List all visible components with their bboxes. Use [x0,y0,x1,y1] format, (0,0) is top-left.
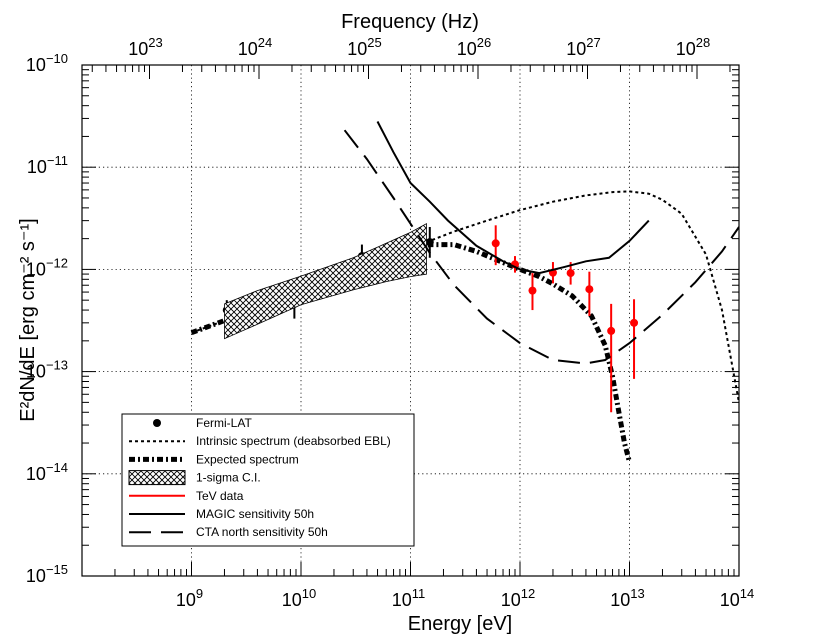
band-1-sigma-c-i [224,223,427,340]
series-group [190,121,739,463]
x-tick-label-exp: 13 [630,586,644,601]
x2-tick-label-base: 10 [347,39,367,59]
x2-axis-title: Frequency (Hz) [341,11,479,33]
y-tick-label-exp: −11 [47,153,68,168]
x-tick-label-base: 10 [282,590,302,610]
legend-label-1-sigma-c-i: 1-sigma C.I. [196,471,261,485]
axis-ticks [81,65,739,577]
x2-tick-label-exp: 28 [696,35,710,50]
x2-tick-label-base: 10 [676,39,696,59]
y-tick-label: 10−13 [26,358,68,382]
point-tev-data [607,326,616,335]
line-magic-sensitivity-50h [376,121,650,275]
y-tick-label: 10−14 [26,460,68,484]
x2-tick-label-exp: 26 [477,35,491,50]
legend-label-cta-north-sensitivity-50h: CTA north sensitivity 50h [196,525,328,539]
x-tick-label-base: 10 [501,590,521,610]
line-cta-north-sensitivity-50h [343,129,739,365]
x-tick-label: 1014 [720,586,755,610]
y-tick-label: 10−12 [26,255,68,279]
legend-label-tev-data: TeV data [196,489,244,503]
legend-label-magic-sensitivity-50h: MAGIC sensitivity 50h [196,507,314,521]
point-tev-data [585,285,594,294]
y-tick-label-base: 10 [26,259,46,279]
data-marks [190,121,739,463]
x-tick-label-base: 10 [610,590,630,610]
y-tick-label-exp: −12 [46,255,68,270]
x2-tick-label-base: 10 [566,39,586,59]
x2-tick-label: 1023 [128,35,163,59]
x2-tick-label-base: 10 [238,39,258,59]
point-tev-data [630,318,639,327]
x2-tick-label-exp: 24 [258,35,272,50]
x2-tick-label: 1028 [676,35,711,59]
x-tick-label: 1012 [501,586,536,610]
y-tick-label-base: 10 [26,362,46,382]
x2-tick-label-base: 10 [128,39,148,59]
x2-tick-label: 1026 [457,35,492,59]
x2-tick-label-base: 10 [457,39,477,59]
x-tick-label-exp: 9 [196,586,203,601]
y-tick-label-base: 10 [26,464,46,484]
y-tick-label-base: 10 [26,566,46,586]
legend-label-fermi-lat: Fermi-LAT [196,416,252,430]
y-tick-label-exp: −14 [46,460,68,475]
y-tick-label-exp: −13 [46,358,68,373]
y-tick-label-base: 10 [26,55,46,75]
x-tick-label: 1011 [392,586,426,610]
x2-tick-label: 1024 [238,35,273,59]
x2-tick-label: 1025 [347,35,382,59]
legend-label-intrinsic-spectrum-deabsorbed-ebl: Intrinsic spectrum (deabsorbed EBL) [196,434,391,448]
point-tev-data [528,286,537,295]
line-intrinsic-spectrum-deabsorbed-ebl [191,190,739,403]
x2-tick-label: 1027 [566,35,601,59]
x-tick-label: 1013 [610,586,645,610]
x-tick-label: 109 [176,586,203,610]
x2-tick-label-exp: 23 [148,35,162,50]
x-tick-label-exp: 12 [521,586,535,601]
point-tev-data [491,239,500,248]
y-tick-label: 10−15 [26,562,68,586]
point-tev-data [566,269,575,278]
y-tick-label-exp: −10 [46,51,68,66]
x-tick-label-exp: 10 [302,586,316,601]
y-tick-label: 10−11 [27,153,68,177]
legend-swatch-1-sigma-c-i [128,470,186,486]
y-axis-title: E²dN/dE [erg cm⁻² s⁻¹] [17,218,39,421]
y-tick-label-exp: −15 [46,562,68,577]
x-tick-label-base: 10 [392,590,412,610]
x-tick-label-base: 10 [720,590,740,610]
x2-tick-label-exp: 25 [367,35,381,50]
x-tick-label: 1010 [282,586,317,610]
x-tick-label-exp: 14 [740,586,754,601]
legend-swatch-fermi-lat [153,419,161,427]
y-tick-label-base: 10 [27,157,47,177]
x-tick-label-base: 10 [176,590,196,610]
legend: Fermi-LAT Intrinsic spectrum (deabsorbed … [121,413,415,547]
x-axis-title: Energy [eV] [408,613,513,635]
x-tick-label-exp: 11 [412,586,426,601]
y-tick-label: 10−10 [26,51,68,75]
x2-tick-label-exp: 27 [586,35,600,50]
legend-label-expected-spectrum: Expected spectrum [196,452,299,466]
